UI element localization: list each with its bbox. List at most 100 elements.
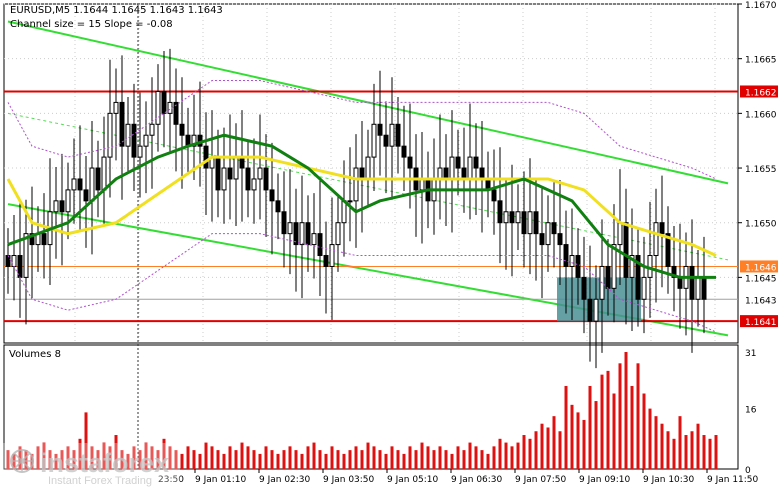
candle bbox=[71, 138, 77, 224]
candle-body bbox=[659, 222, 665, 235]
volume-bar bbox=[588, 385, 592, 469]
candle-body bbox=[383, 134, 389, 147]
candle-body bbox=[371, 123, 377, 158]
candle bbox=[65, 162, 71, 240]
candle bbox=[455, 129, 461, 196]
candle-body bbox=[389, 123, 395, 147]
candle bbox=[137, 92, 143, 198]
volume-bar bbox=[114, 435, 118, 469]
candle-body bbox=[449, 156, 455, 180]
candle-body bbox=[287, 222, 293, 235]
candle-body bbox=[593, 298, 599, 322]
volume-bar bbox=[366, 442, 370, 469]
candle bbox=[407, 103, 413, 209]
candle bbox=[371, 83, 377, 191]
candle-body bbox=[53, 200, 59, 213]
volume-bar bbox=[618, 363, 622, 469]
volume-bar bbox=[552, 416, 556, 469]
candle bbox=[503, 177, 509, 270]
volume-bar bbox=[36, 446, 40, 469]
candle bbox=[311, 193, 317, 279]
candle-body bbox=[437, 167, 443, 180]
candle-body bbox=[575, 255, 581, 278]
candle-body bbox=[365, 156, 371, 180]
candle-body bbox=[509, 211, 515, 224]
envelope-lower-line bbox=[7, 233, 717, 333]
candle bbox=[89, 121, 95, 255]
level-tag bbox=[740, 315, 778, 328]
candle bbox=[149, 77, 155, 189]
volume-bar bbox=[678, 416, 682, 469]
candle bbox=[431, 138, 437, 235]
candle bbox=[617, 169, 623, 286]
candle-body bbox=[503, 211, 509, 224]
candle-body bbox=[317, 233, 323, 257]
candle bbox=[329, 197, 335, 321]
candle bbox=[173, 68, 179, 172]
candle bbox=[113, 68, 119, 161]
candle-body bbox=[527, 211, 533, 235]
candle bbox=[557, 180, 563, 286]
candle bbox=[83, 156, 89, 248]
volume-bar bbox=[330, 446, 334, 469]
level-tag bbox=[740, 260, 778, 273]
candle-body bbox=[107, 112, 113, 158]
volume-bar bbox=[708, 438, 712, 469]
candle bbox=[533, 177, 539, 281]
candle-body bbox=[401, 145, 407, 158]
candle-body bbox=[299, 222, 305, 246]
candle bbox=[653, 188, 659, 303]
volume-bar bbox=[654, 416, 658, 469]
level-tag-label: 1.1641 bbox=[745, 318, 777, 328]
candle bbox=[257, 114, 263, 220]
volume-bar bbox=[192, 450, 196, 469]
volume-bar bbox=[270, 450, 274, 469]
candle-body bbox=[569, 255, 575, 267]
candle bbox=[11, 215, 17, 301]
time-tick-label: 9 Jan 05:10 bbox=[387, 475, 439, 485]
candle bbox=[473, 123, 479, 216]
volume-bar bbox=[624, 352, 628, 469]
volume-bar bbox=[600, 374, 604, 469]
instaforex-logo-icon bbox=[10, 449, 34, 473]
candle-body bbox=[563, 244, 569, 267]
candle-body bbox=[131, 123, 137, 158]
volume-bar bbox=[198, 453, 202, 469]
volume-bar bbox=[636, 363, 640, 469]
volume-tick-label: 0 bbox=[745, 466, 751, 476]
candle-body bbox=[395, 123, 401, 147]
channel-info: Channel size = 15 Slope = -0.08 bbox=[10, 19, 173, 30]
volume-bar bbox=[138, 450, 142, 469]
volume-axis: 31 16 0 bbox=[745, 349, 757, 476]
volume-bar bbox=[480, 450, 484, 469]
volume-bar bbox=[564, 385, 568, 469]
candle bbox=[131, 83, 137, 191]
candle bbox=[515, 184, 521, 251]
volume-bar bbox=[222, 453, 226, 469]
candle-body bbox=[101, 156, 107, 191]
volume-bar bbox=[516, 442, 520, 469]
volume-bar bbox=[216, 450, 220, 469]
volume-bar bbox=[228, 446, 232, 469]
candle-body bbox=[275, 200, 281, 213]
price-axis: 1.16701.16651.16601.16551.16501.16451.16… bbox=[738, 1, 778, 328]
volume-bar bbox=[144, 442, 148, 469]
volume-bar bbox=[426, 446, 430, 469]
candle-body bbox=[497, 200, 503, 224]
volume-bar bbox=[180, 453, 184, 469]
candle bbox=[41, 193, 47, 279]
candle bbox=[689, 219, 695, 353]
volume-bar bbox=[594, 401, 598, 469]
volume-bar bbox=[456, 446, 460, 469]
volume-bar bbox=[372, 446, 376, 469]
candle-body bbox=[629, 255, 635, 278]
candle bbox=[635, 228, 641, 327]
volume-bar bbox=[354, 446, 358, 469]
volume-bar bbox=[210, 446, 214, 469]
volume-bar bbox=[390, 446, 394, 469]
candle-body bbox=[149, 123, 155, 136]
candle-body bbox=[491, 189, 497, 202]
highlight-zone bbox=[557, 277, 641, 322]
moving-averages bbox=[6, 80, 717, 333]
